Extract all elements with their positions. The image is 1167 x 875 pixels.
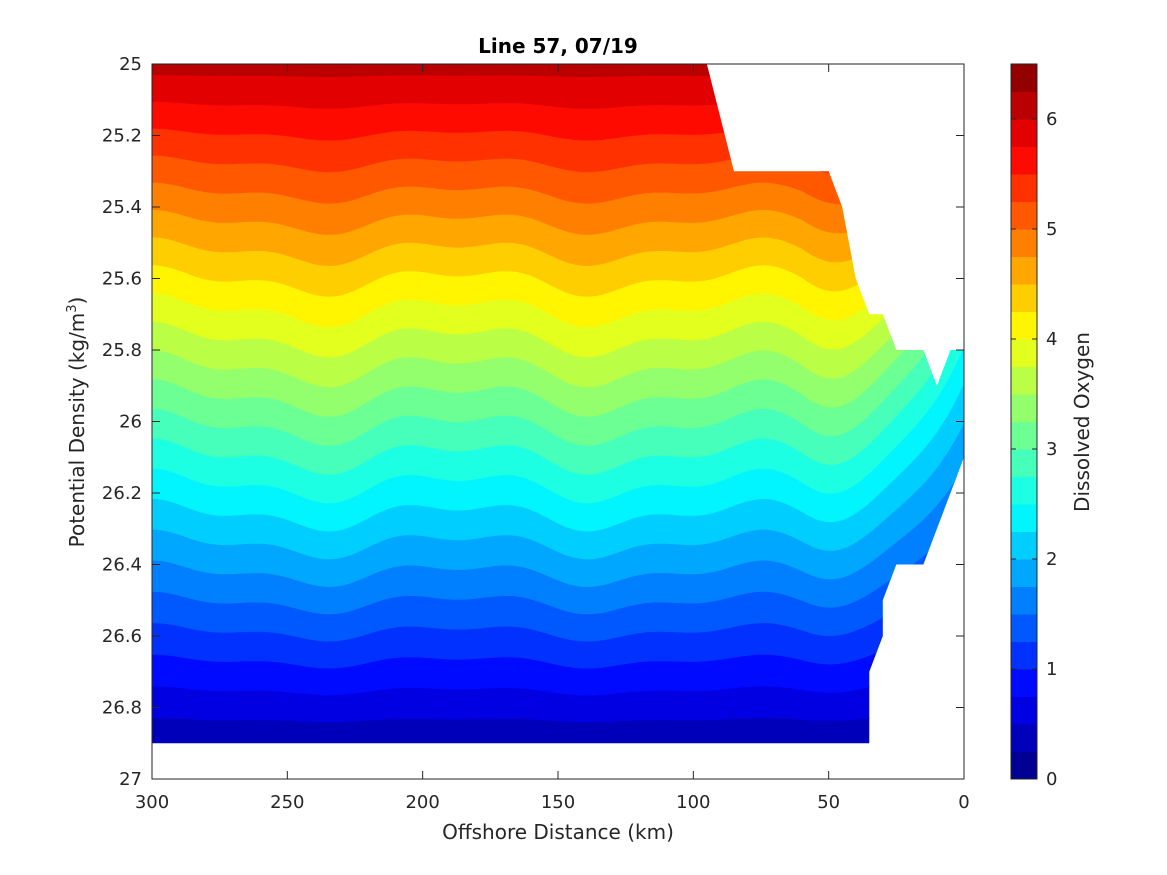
colorbar-tick-label: 2	[1046, 549, 1057, 570]
x-axis: 300 250 200 150 100 50 0	[135, 64, 970, 813]
y-tick-label: 27	[119, 769, 142, 790]
colorbar-band	[1011, 421, 1037, 450]
colorbar-ticks: 0 1 2 3 4 5 6	[1011, 109, 1057, 790]
y-axis: 25 25.2 25.4 25.6 25.8 26 26.2 26.4 26.6 26.8 27	[102, 54, 964, 790]
y-tick-label: 26.8	[102, 698, 142, 719]
x-axis-label: Offshore Distance (km)	[442, 820, 674, 844]
colorbar-band	[1011, 174, 1037, 202]
colorbar-band	[1011, 119, 1037, 147]
x-tick-label: 150	[541, 792, 575, 813]
x-tick-label: 100	[676, 792, 710, 813]
x-tick-label: 50	[817, 792, 840, 813]
colorbar-band	[1011, 91, 1037, 120]
colorbar-band	[1011, 449, 1037, 477]
colorbar-band	[1011, 614, 1037, 642]
colorbar-band	[1011, 394, 1037, 422]
chart-title: Line 57, 07/19	[478, 34, 638, 58]
y-tick-label: 26.4	[102, 555, 142, 576]
colorbar-band	[1011, 339, 1037, 367]
colorbar-tick-label: 3	[1046, 439, 1057, 460]
colorbar-tick-label: 4	[1046, 329, 1057, 350]
colorbar-tick-label: 0	[1046, 769, 1057, 790]
colorbar-bands	[1011, 64, 1037, 780]
colorbar-tick-label: 5	[1046, 219, 1057, 240]
y-axis-label: Potential Density (kg/m3)	[65, 297, 89, 548]
x-tick-label: 250	[270, 792, 304, 813]
y-tick-label: 25	[119, 54, 142, 75]
y-tick-label: 26.2	[102, 483, 142, 504]
colorbar-band	[1011, 586, 1037, 615]
colorbar-band	[1011, 724, 1037, 752]
plot-area	[151, 63, 965, 780]
y-tick-label: 25.8	[102, 340, 142, 361]
x-tick-label: 0	[958, 792, 969, 813]
colorbar-band	[1011, 641, 1037, 670]
colorbar-band	[1011, 669, 1037, 697]
colorbar-tick-label: 1	[1046, 659, 1057, 680]
colorbar-tick-label: 6	[1046, 109, 1057, 130]
y-tick-label: 25.2	[102, 126, 142, 147]
colorbar-band	[1011, 366, 1037, 395]
contour-bands	[152, 64, 964, 744]
colorbar-band	[1011, 559, 1037, 587]
colorbar-band	[1011, 476, 1037, 505]
colorbar-band	[1011, 201, 1037, 230]
colorbar-band	[1011, 311, 1037, 340]
colorbar-band	[1011, 256, 1037, 285]
x-tick-label: 300	[135, 792, 169, 813]
colorbar-frame	[1010, 63, 1038, 780]
colorbar-band	[1011, 146, 1037, 175]
colorbar-label: Dissolved Oxygen	[1070, 332, 1094, 512]
colorbar: 0 1 2 3 4 5 6 Dissolved Oxygen	[1010, 63, 1094, 790]
colorbar-band	[1011, 531, 1037, 560]
y-tick-label: 26.6	[102, 626, 142, 647]
colorbar-band	[1011, 504, 1037, 532]
x-tick-label: 200	[405, 792, 439, 813]
y-axis-label-main: Potential Density (kg/m	[65, 313, 89, 548]
y-tick-label: 25.4	[102, 197, 142, 218]
colorbar-band	[1011, 696, 1037, 725]
y-axis-label-superscript: 3	[65, 304, 80, 312]
colorbar-band	[1011, 751, 1037, 780]
y-tick-label: 25.6	[102, 269, 142, 290]
colorbar-band	[1011, 64, 1037, 92]
colorbar-band	[1011, 284, 1037, 312]
y-tick-label: 26	[119, 412, 142, 433]
y-axis-label-end: )	[65, 297, 89, 305]
colorbar-band	[1011, 229, 1037, 257]
